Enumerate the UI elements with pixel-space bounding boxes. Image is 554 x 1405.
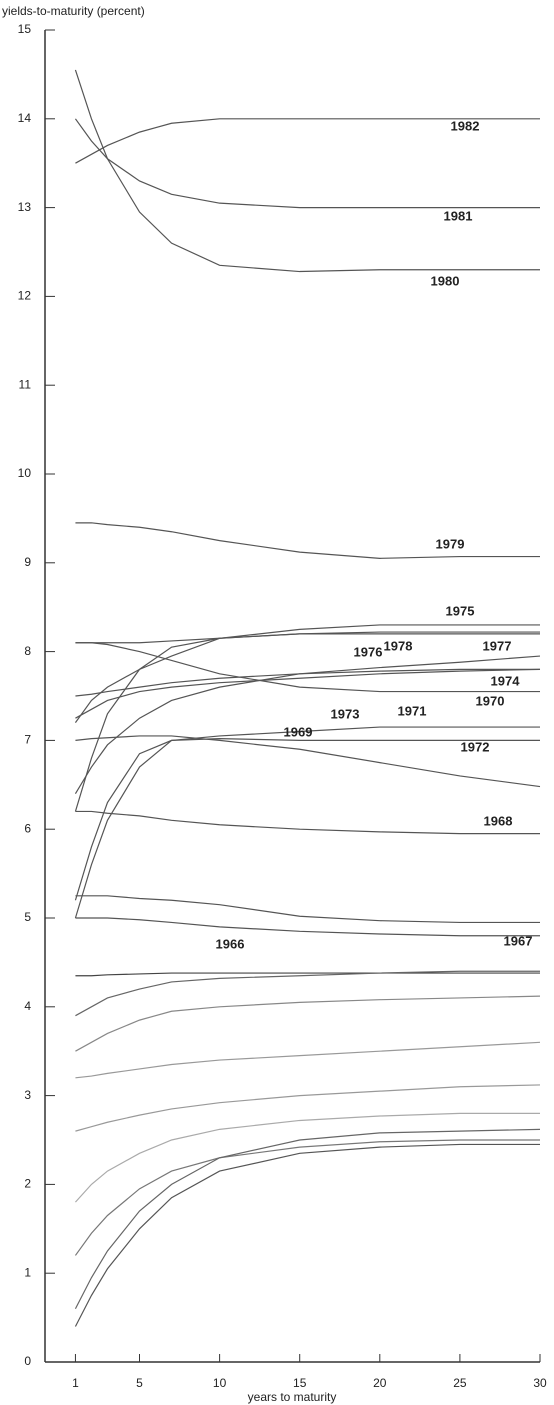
x-tick-label: 1 [72,1376,79,1390]
curve-label: 1978 [384,638,413,653]
yield-curve [75,631,540,644]
y-tick-label: 12 [18,289,32,303]
yield-curve [74,69,540,273]
y-axis-label: yields-to-maturity (percent) [2,4,145,18]
y-tick-label: 10 [18,466,32,480]
yield-curve [75,642,540,693]
y-tick-label: 11 [19,377,32,391]
yield-curve [75,917,540,937]
x-tick-label: 5 [136,1376,143,1390]
yield-curve [74,655,541,794]
x-tick-label: 10 [213,1376,227,1390]
y-tick-label: 4 [24,999,31,1013]
yield-curve [75,735,541,788]
yield-curve [75,970,540,1017]
yield-curve [74,118,540,209]
y-tick-label: 14 [18,111,32,125]
yield-curve [75,972,540,977]
yield-curve [75,895,540,924]
y-tick-label: 3 [24,1088,31,1102]
curve-label: 1975 [446,603,475,618]
yield-curve [75,810,540,835]
curve-label: 1970 [476,693,505,708]
y-tick-label: 2 [24,1177,31,1191]
curve-label: 1974 [491,673,521,688]
curve-label: 1968 [484,813,513,828]
yield-curve [74,1112,540,1203]
curve-label: 1977 [483,638,512,653]
yield-curve [75,1041,541,1079]
y-tick-label: 0 [24,1354,31,1368]
curve-label: 1969 [284,724,313,739]
yield-curve [74,624,540,723]
yield-curve [75,1084,541,1132]
curve-label: 1982 [451,118,480,133]
y-tick-label: 8 [24,644,31,658]
curve-label: 1966 [216,936,245,951]
y-tick-label: 5 [24,910,31,924]
curve-label: 1967 [504,933,533,948]
x-tick-label: 20 [373,1376,387,1390]
yield-curve [74,738,540,901]
y-tick-label: 15 [18,22,32,36]
curve-label: 1980 [431,273,460,288]
curve-label: 1981 [444,208,473,223]
yield-curve [74,1139,540,1256]
yield-curve [74,1143,540,1327]
curve-label: 1973 [331,706,360,721]
yield-curve [75,668,541,719]
x-axis-label: years to maturity [248,1390,337,1404]
yield-curve [75,995,541,1052]
yield-curve [75,522,540,559]
curve-label: 1972 [461,739,490,754]
yield-curve [74,633,540,812]
x-tick-label: 15 [293,1376,307,1390]
y-tick-label: 1 [24,1265,31,1279]
curve-label: 1971 [398,703,427,718]
x-tick-label: 30 [533,1376,547,1390]
yield-curve [74,726,540,919]
y-tick-label: 6 [24,821,31,835]
yield-curve [74,1128,541,1309]
yield-curve [75,668,540,697]
y-tick-label: 7 [24,733,31,747]
curve-label: 1976 [354,644,383,659]
y-tick-label: 9 [24,555,31,569]
y-tick-label: 13 [18,200,32,214]
curve-label: 1979 [436,536,465,551]
x-tick-label: 25 [453,1376,467,1390]
